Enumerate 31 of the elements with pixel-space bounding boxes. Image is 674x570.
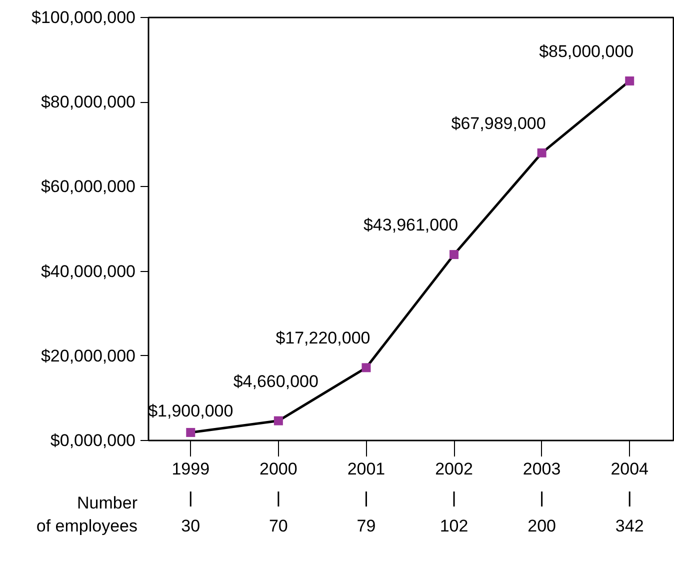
data-label: $4,660,000 [233, 372, 318, 391]
y-tick-label: $0,000,000 [50, 431, 136, 450]
data-label: $43,961,000 [363, 216, 458, 235]
text: 102 [440, 516, 468, 536]
x-tick-label: 2002 [435, 460, 473, 478]
data-label: $85,000,000 [539, 42, 634, 61]
text: 200 [528, 516, 556, 536]
x-tick-label: 2004 [610, 460, 649, 478]
data-label: $1,900,000 [148, 401, 234, 420]
y-tick-label: $80,000,000 [40, 92, 136, 112]
text: 342 [615, 516, 644, 536]
x-tick-label: 2001 [347, 460, 386, 478]
y-tick-label: $100,000,000 [32, 8, 136, 27]
x-tick-label: 2003 [522, 460, 561, 478]
point [186, 428, 196, 437]
y-tick-label: $20,000,000 [40, 346, 136, 366]
y-tick-label: $60,000,000 [40, 177, 136, 196]
data-label: $67,989,000 [451, 114, 546, 133]
point [537, 148, 546, 158]
point [450, 250, 459, 260]
x-tick-label: 2000 [260, 460, 298, 478]
text: 30 [181, 516, 200, 536]
text: Number of employees [36, 494, 138, 536]
point [362, 363, 371, 372]
text: 70 [268, 516, 288, 536]
text: 79 [356, 516, 376, 536]
point [274, 416, 283, 426]
y-tick-label: $40,000,000 [40, 262, 136, 281]
x-tick-label: 1999 [172, 460, 210, 478]
point [625, 76, 634, 86]
data-label: $17,220,000 [276, 328, 370, 348]
